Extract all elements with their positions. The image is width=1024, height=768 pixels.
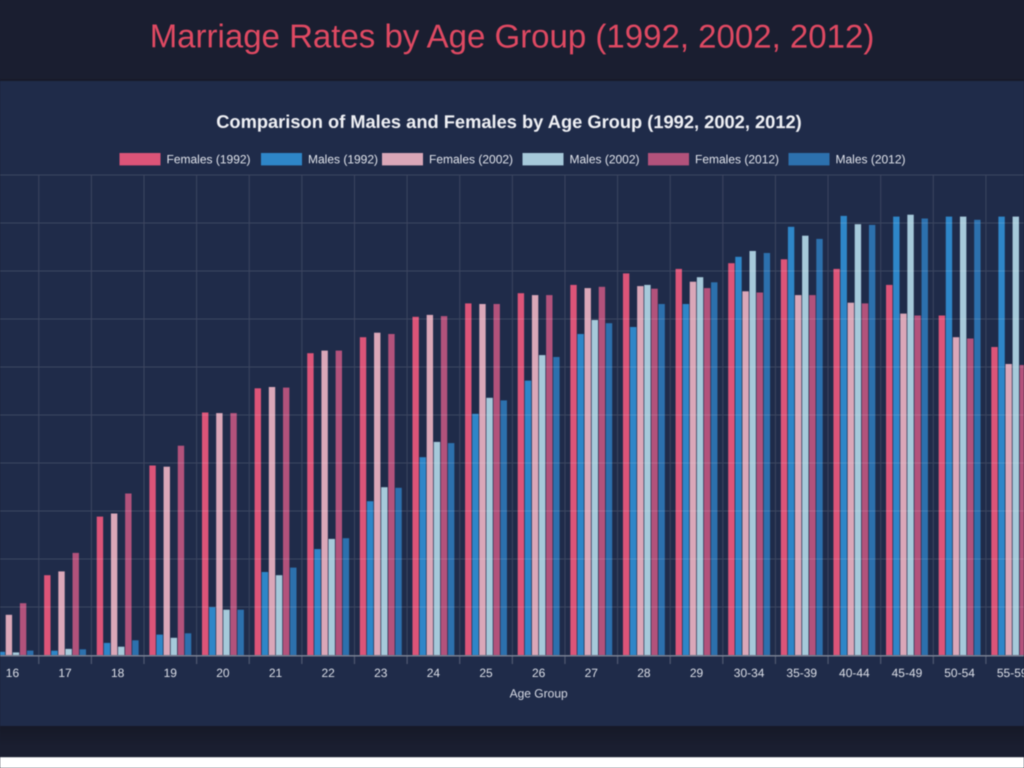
svg-text:35-39: 35-39 — [786, 666, 817, 680]
svg-text:Comparison of Males and Female: Comparison of Males and Females by Age G… — [216, 111, 802, 132]
svg-text:25: 25 — [479, 666, 493, 680]
svg-text:27: 27 — [585, 666, 599, 680]
svg-text:24: 24 — [427, 666, 441, 680]
svg-text:18: 18 — [111, 666, 125, 680]
svg-text:Males (2012): Males (2012) — [835, 152, 905, 166]
svg-text:Males (2002): Males (2002) — [569, 152, 639, 166]
svg-text:22: 22 — [321, 666, 335, 680]
svg-text:23: 23 — [374, 666, 388, 680]
svg-text:Females (2012): Females (2012) — [695, 152, 779, 166]
svg-text:45-49: 45-49 — [892, 666, 923, 680]
svg-text:17: 17 — [58, 666, 72, 680]
svg-text:19: 19 — [164, 666, 178, 680]
svg-text:30-34: 30-34 — [734, 666, 765, 680]
svg-text:55-59: 55-59 — [997, 666, 1024, 680]
svg-text:40-44: 40-44 — [839, 666, 870, 680]
svg-text:21: 21 — [269, 666, 283, 680]
svg-text:29: 29 — [690, 666, 704, 680]
svg-text:16: 16 — [6, 666, 20, 680]
svg-text:Females (1992): Females (1992) — [166, 152, 250, 166]
svg-text:Age Group: Age Group — [510, 686, 568, 700]
svg-text:26: 26 — [532, 666, 546, 680]
svg-text:Males (1992): Males (1992) — [308, 152, 378, 166]
svg-text:20: 20 — [216, 666, 230, 680]
svg-text:28: 28 — [637, 666, 651, 680]
svg-text:Females (2002): Females (2002) — [429, 152, 513, 166]
svg-text:50-54: 50-54 — [944, 666, 975, 680]
svg-text:Marriage Rates by Age Group (1: Marriage Rates by Age Group (1992, 2002,… — [150, 17, 875, 54]
